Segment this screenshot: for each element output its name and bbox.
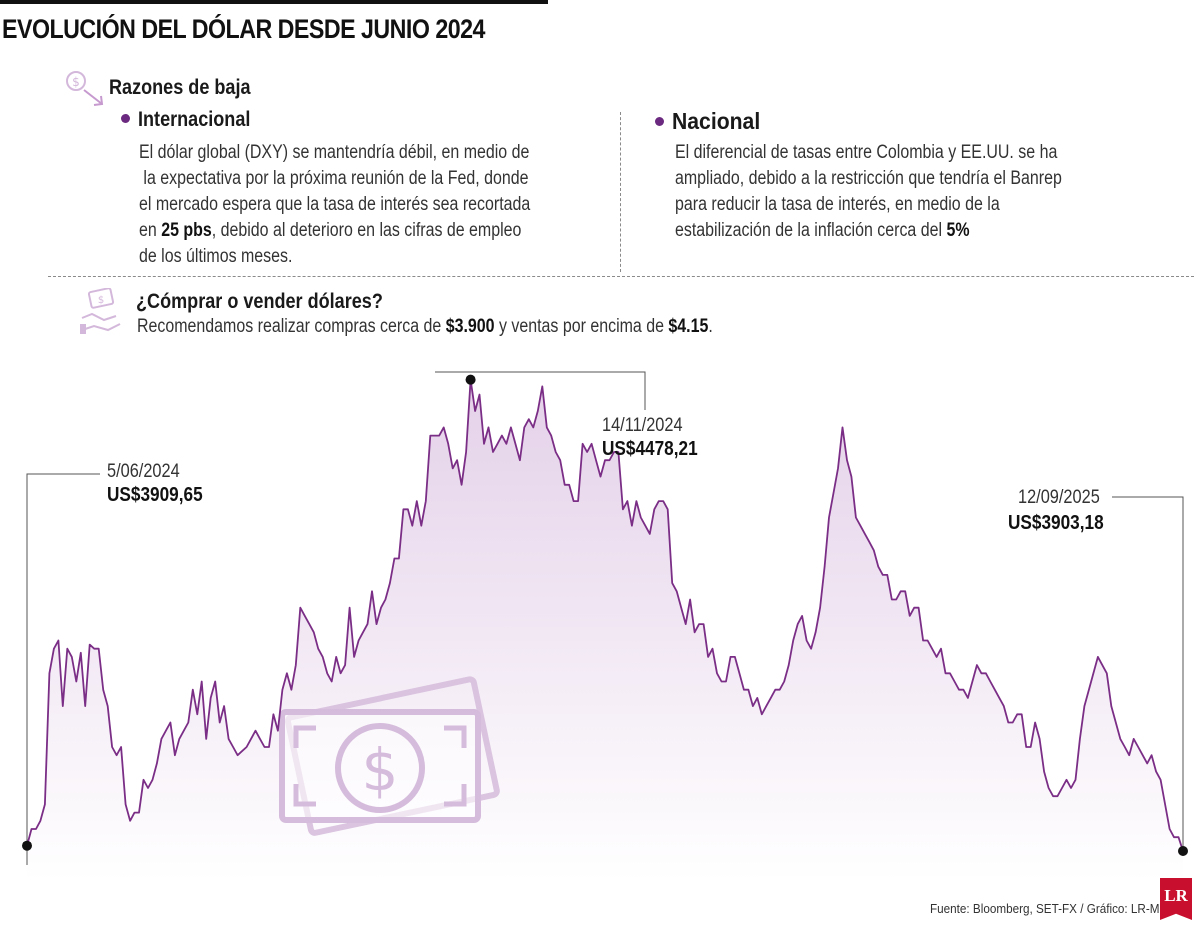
nacional-heading: Nacional xyxy=(655,108,768,135)
internacional-heading: Internacional xyxy=(121,108,269,132)
peak-date-label: 14/11/2024 xyxy=(602,415,683,436)
source-note: Fuente: Bloomberg, SET-FX / Gráfico: LR-… xyxy=(930,901,1168,916)
bullet-dot xyxy=(655,116,664,126)
start-date-label: 5/06/2024 xyxy=(107,461,180,482)
svg-text:$: $ xyxy=(98,295,104,306)
start-point-marker xyxy=(22,840,32,851)
internacional-text: El dólar global (DXY) se mantendría débi… xyxy=(139,142,531,267)
column-divider xyxy=(620,112,621,272)
recomendacion-heading: ¿Cómprar o vender dólares? xyxy=(136,290,383,313)
peak-leader-line xyxy=(435,371,646,410)
svg-text:$: $ xyxy=(72,75,80,89)
end-value-label: US$3903,18 xyxy=(1008,512,1104,534)
end-point-marker xyxy=(1178,846,1188,856)
start-value-label: US$3909,65 xyxy=(107,484,203,506)
svg-text:$: $ xyxy=(362,736,399,804)
end-date-label: 12/09/2025 xyxy=(1018,487,1100,508)
nacional-text: El diferencial de tasas entre Colombia y… xyxy=(675,142,1062,241)
recomendacion-text: Recomendamos realizar compras cerca de $… xyxy=(137,316,713,337)
price-line xyxy=(26,378,1184,852)
end-leader-line xyxy=(1112,496,1184,856)
lr-logo: LR xyxy=(1160,878,1192,920)
banknote-icon: $ xyxy=(279,676,500,836)
page-title: EVOLUCIÓN DEL DÓLAR DESDE JUNIO 2024 xyxy=(2,14,485,44)
money-down-icon: $ xyxy=(64,68,108,117)
bullet-dot xyxy=(121,113,130,123)
peak-value-label: US$4478,21 xyxy=(602,438,698,460)
handshake-money-icon: $ xyxy=(78,287,124,341)
peak-point-marker xyxy=(465,374,476,385)
section-divider xyxy=(48,276,1194,277)
razones-heading: Razones de baja xyxy=(109,76,251,99)
top-rule xyxy=(0,0,548,4)
start-leader-line xyxy=(26,473,100,865)
